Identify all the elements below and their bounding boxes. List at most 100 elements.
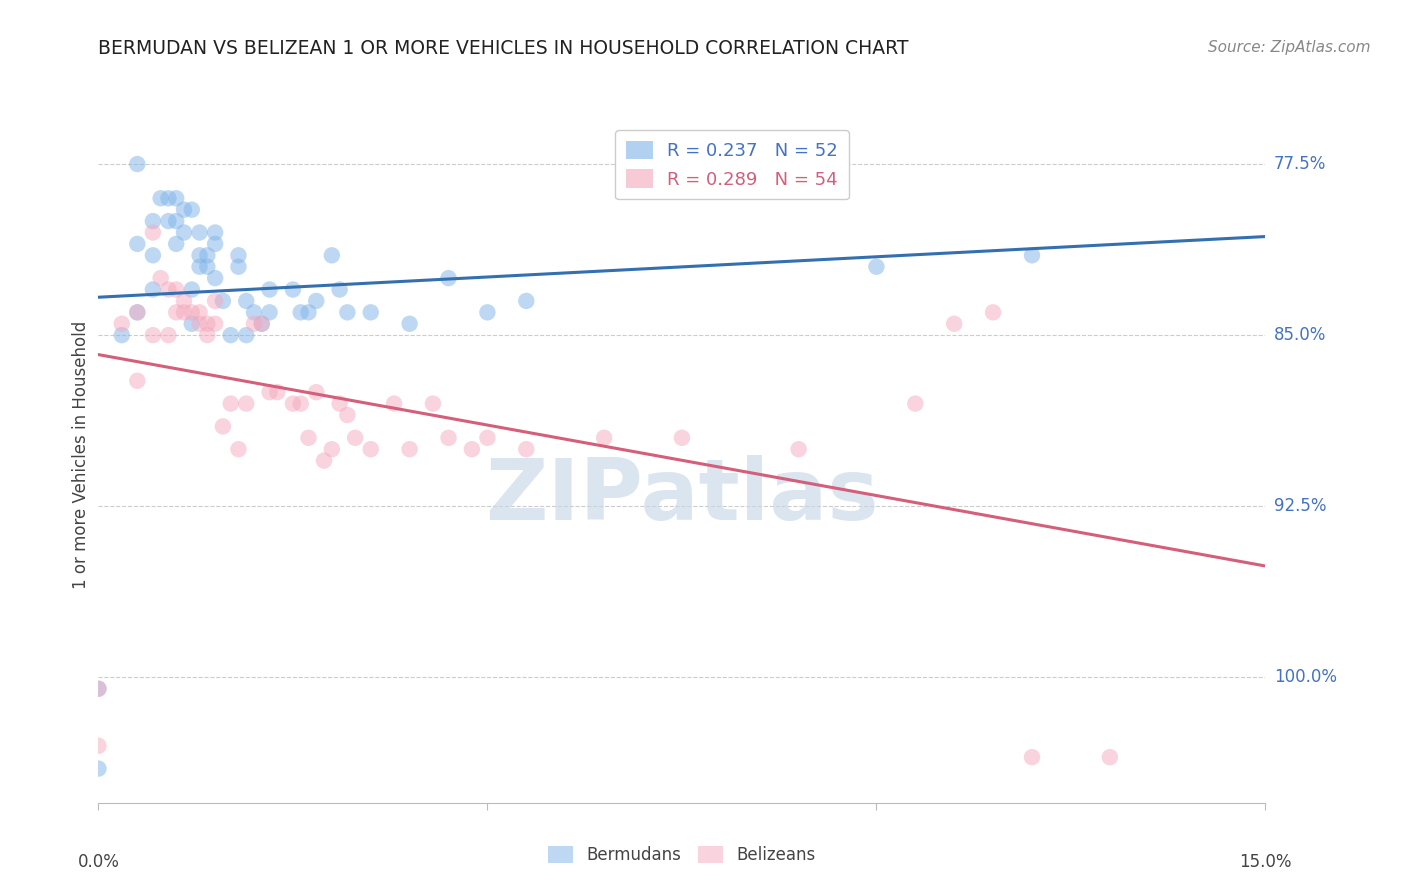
Point — [127, 374, 149, 388]
Point — [1021, 750, 1043, 764]
Point — [157, 191, 180, 205]
Point — [228, 248, 250, 262]
Point — [180, 305, 202, 319]
Point — [787, 442, 810, 457]
Text: ZIPatlas: ZIPatlas — [485, 455, 879, 538]
Point — [305, 385, 328, 400]
Point — [204, 317, 226, 331]
Text: 85.0%: 85.0% — [1274, 326, 1326, 344]
Point — [336, 408, 359, 422]
Point — [461, 442, 484, 457]
Point — [165, 191, 187, 205]
Text: Source: ZipAtlas.com: Source: ZipAtlas.com — [1208, 40, 1371, 55]
Point — [398, 317, 420, 331]
Point — [305, 293, 328, 308]
Point — [127, 236, 149, 251]
Point — [204, 271, 226, 285]
Point — [259, 305, 281, 319]
Text: 92.5%: 92.5% — [1274, 497, 1326, 516]
Point — [195, 328, 218, 343]
Point — [515, 442, 537, 457]
Point — [165, 214, 187, 228]
Point — [87, 681, 110, 696]
Point — [422, 396, 444, 410]
Point — [142, 248, 165, 262]
Point — [173, 226, 195, 240]
Point — [477, 305, 499, 319]
Text: 100.0%: 100.0% — [1274, 668, 1337, 686]
Point — [321, 248, 343, 262]
Point — [204, 293, 226, 308]
Point — [212, 293, 235, 308]
Point — [865, 260, 887, 274]
Point — [321, 442, 343, 457]
Point — [904, 396, 927, 410]
Point — [127, 305, 149, 319]
Point — [173, 305, 195, 319]
Point — [243, 305, 266, 319]
Point — [281, 283, 304, 297]
Point — [290, 305, 312, 319]
Point — [235, 293, 257, 308]
Point — [188, 260, 211, 274]
Point — [180, 283, 202, 297]
Point — [111, 328, 134, 343]
Point — [243, 317, 266, 331]
Point — [259, 385, 281, 400]
Point — [180, 202, 202, 217]
Point — [344, 431, 367, 445]
Point — [329, 283, 352, 297]
Point — [195, 260, 218, 274]
Point — [943, 317, 966, 331]
Point — [360, 305, 382, 319]
Point — [195, 317, 218, 331]
Point — [188, 248, 211, 262]
Point — [290, 396, 312, 410]
Point — [250, 317, 273, 331]
Point — [195, 248, 218, 262]
Point — [157, 283, 180, 297]
Point — [297, 431, 319, 445]
Point — [477, 431, 499, 445]
Point — [87, 681, 110, 696]
Point — [142, 283, 165, 297]
Text: 15.0%: 15.0% — [1239, 853, 1292, 871]
Y-axis label: 1 or more Vehicles in Household: 1 or more Vehicles in Household — [72, 321, 90, 589]
Point — [188, 226, 211, 240]
Point — [1021, 248, 1043, 262]
Point — [204, 236, 226, 251]
Point — [437, 271, 460, 285]
Text: 77.5%: 77.5% — [1274, 155, 1326, 173]
Point — [593, 431, 616, 445]
Point — [149, 191, 172, 205]
Point — [180, 317, 202, 331]
Point — [188, 305, 211, 319]
Point — [398, 442, 420, 457]
Point — [382, 396, 405, 410]
Point — [219, 328, 242, 343]
Point — [235, 328, 257, 343]
Point — [188, 317, 211, 331]
Point — [981, 305, 1004, 319]
Point — [173, 202, 195, 217]
Point — [157, 328, 180, 343]
Point — [259, 283, 281, 297]
Point — [149, 271, 172, 285]
Point — [87, 762, 110, 776]
Point — [266, 385, 288, 400]
Point — [111, 317, 134, 331]
Point — [165, 236, 187, 251]
Point — [87, 739, 110, 753]
Point — [235, 396, 257, 410]
Point — [228, 260, 250, 274]
Point — [212, 419, 235, 434]
Point — [329, 396, 352, 410]
Point — [250, 317, 273, 331]
Point — [173, 293, 195, 308]
Point — [165, 283, 187, 297]
Point — [127, 305, 149, 319]
Point — [228, 442, 250, 457]
Legend: Bermudans, Belizeans: Bermudans, Belizeans — [541, 839, 823, 871]
Point — [671, 431, 693, 445]
Point — [515, 293, 537, 308]
